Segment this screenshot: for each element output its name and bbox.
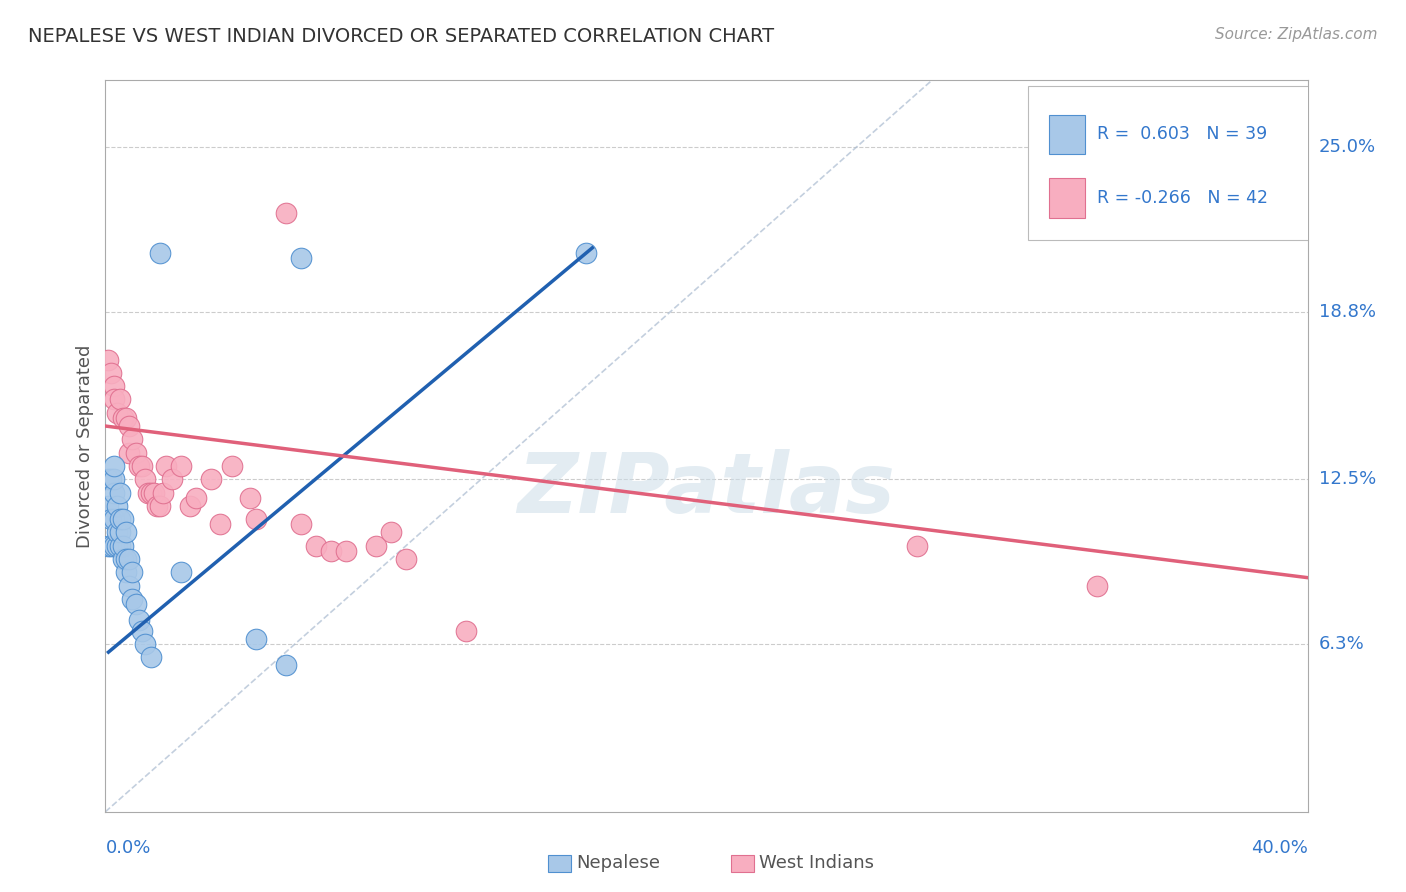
Point bbox=[128, 458, 150, 473]
Point bbox=[112, 411, 135, 425]
Point bbox=[290, 252, 312, 266]
Bar bbox=[1049, 178, 1085, 218]
Text: West Indians: West Indians bbox=[759, 855, 875, 872]
Point bbox=[239, 491, 262, 505]
Point bbox=[97, 499, 120, 513]
Point bbox=[110, 392, 132, 407]
Text: R =  0.603   N = 39: R = 0.603 N = 39 bbox=[1097, 126, 1267, 144]
Point bbox=[380, 525, 402, 540]
Y-axis label: Divorced or Separated: Divorced or Separated bbox=[76, 344, 94, 548]
Point bbox=[152, 485, 174, 500]
Point bbox=[139, 650, 162, 665]
Text: 25.0%: 25.0% bbox=[1319, 137, 1376, 156]
Point bbox=[364, 539, 387, 553]
Point bbox=[112, 552, 135, 566]
Point bbox=[121, 566, 143, 580]
Point bbox=[134, 472, 156, 486]
Point bbox=[160, 472, 183, 486]
Point bbox=[319, 544, 342, 558]
Text: 40.0%: 40.0% bbox=[1251, 839, 1308, 857]
Point bbox=[118, 579, 141, 593]
Point bbox=[124, 597, 146, 611]
Point bbox=[145, 499, 167, 513]
Point bbox=[155, 458, 177, 473]
Point bbox=[100, 512, 122, 526]
Point bbox=[1085, 579, 1108, 593]
Point bbox=[169, 458, 191, 473]
Point bbox=[905, 539, 928, 553]
Point bbox=[110, 525, 132, 540]
Point bbox=[245, 632, 267, 646]
Point bbox=[148, 499, 170, 513]
Point bbox=[97, 352, 120, 367]
Point bbox=[134, 637, 156, 651]
Point bbox=[139, 485, 162, 500]
Point bbox=[103, 392, 125, 407]
Point bbox=[184, 491, 207, 505]
Point bbox=[136, 485, 159, 500]
Point bbox=[107, 525, 129, 540]
Point bbox=[115, 552, 138, 566]
Point bbox=[128, 613, 150, 627]
Point bbox=[454, 624, 477, 638]
Point bbox=[290, 517, 312, 532]
Point bbox=[100, 539, 122, 553]
Bar bbox=[1049, 114, 1085, 154]
Point bbox=[169, 566, 191, 580]
Point bbox=[110, 539, 132, 553]
Point bbox=[179, 499, 201, 513]
Point bbox=[97, 472, 120, 486]
Point bbox=[115, 525, 138, 540]
Point bbox=[118, 552, 141, 566]
FancyBboxPatch shape bbox=[1028, 86, 1392, 240]
Point bbox=[208, 517, 231, 532]
Text: 0.0%: 0.0% bbox=[105, 839, 150, 857]
Text: 6.3%: 6.3% bbox=[1319, 635, 1364, 653]
Point bbox=[107, 539, 129, 553]
Point bbox=[148, 246, 170, 260]
Point bbox=[112, 539, 135, 553]
Text: NEPALESE VS WEST INDIAN DIVORCED OR SEPARATED CORRELATION CHART: NEPALESE VS WEST INDIAN DIVORCED OR SEPA… bbox=[28, 27, 775, 45]
Point bbox=[103, 379, 125, 393]
Text: 12.5%: 12.5% bbox=[1319, 470, 1376, 488]
Point bbox=[274, 658, 297, 673]
Text: R = -0.266   N = 42: R = -0.266 N = 42 bbox=[1097, 189, 1268, 207]
Point bbox=[103, 512, 125, 526]
Point bbox=[110, 512, 132, 526]
Text: Nepalese: Nepalese bbox=[576, 855, 661, 872]
Point bbox=[221, 458, 243, 473]
Point bbox=[305, 539, 328, 553]
Point bbox=[115, 411, 138, 425]
Text: ZIPatlas: ZIPatlas bbox=[517, 450, 896, 531]
Point bbox=[107, 406, 129, 420]
Point bbox=[131, 624, 153, 638]
Point bbox=[118, 419, 141, 434]
Point bbox=[100, 366, 122, 380]
Point bbox=[131, 458, 153, 473]
Point bbox=[118, 445, 141, 459]
Text: 18.8%: 18.8% bbox=[1319, 302, 1375, 321]
Point bbox=[100, 472, 122, 486]
Point bbox=[124, 445, 146, 459]
Point bbox=[97, 539, 120, 553]
Point bbox=[103, 539, 125, 553]
Point bbox=[110, 485, 132, 500]
Point bbox=[103, 458, 125, 473]
Point bbox=[245, 512, 267, 526]
Point bbox=[107, 499, 129, 513]
Point bbox=[103, 485, 125, 500]
Point bbox=[121, 433, 143, 447]
Point bbox=[121, 591, 143, 606]
Point bbox=[200, 472, 222, 486]
Text: Source: ZipAtlas.com: Source: ZipAtlas.com bbox=[1215, 27, 1378, 42]
Point bbox=[575, 246, 598, 260]
Point bbox=[103, 472, 125, 486]
Point bbox=[142, 485, 165, 500]
Point bbox=[112, 512, 135, 526]
Point bbox=[274, 206, 297, 220]
Point bbox=[395, 552, 418, 566]
Point bbox=[335, 544, 357, 558]
Point bbox=[115, 566, 138, 580]
